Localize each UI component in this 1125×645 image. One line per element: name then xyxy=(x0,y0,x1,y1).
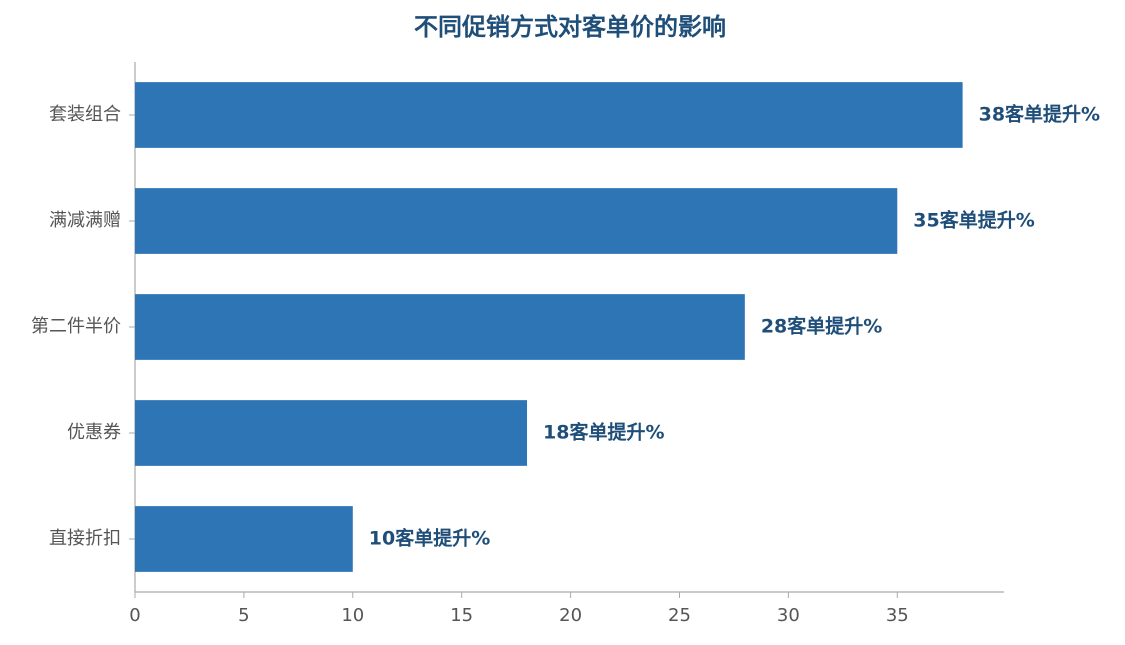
value-label: 28客单提升% xyxy=(761,315,882,338)
bar xyxy=(135,82,963,148)
y-tick-label: 套装组合 xyxy=(49,104,121,125)
chart-title: 不同促销方式对客单价的影响 xyxy=(414,13,726,41)
x-tick-label: 10 xyxy=(341,605,364,626)
value-label: 10客单提升% xyxy=(369,527,490,550)
y-tick-label: 满减满赠 xyxy=(49,210,121,231)
bar xyxy=(135,506,353,572)
x-tick-label: 25 xyxy=(668,605,691,626)
x-tick-label: 5 xyxy=(238,605,249,626)
y-tick-label: 优惠券 xyxy=(67,422,121,443)
y-tick-label: 直接折扣 xyxy=(49,528,121,549)
bar xyxy=(135,188,898,254)
x-tick-label: 20 xyxy=(559,605,582,626)
x-tick-label: 30 xyxy=(777,605,800,626)
x-tick-label: 0 xyxy=(129,605,140,626)
x-tick-label: 35 xyxy=(886,605,909,626)
value-label: 35客单提升% xyxy=(913,209,1034,232)
value-label: 38客单提升% xyxy=(979,103,1100,126)
x-tick-label: 15 xyxy=(450,605,473,626)
bar xyxy=(135,294,745,360)
y-tick-label: 第二件半价 xyxy=(31,316,121,337)
bar xyxy=(135,400,528,466)
value-label: 18客单提升% xyxy=(543,421,664,444)
